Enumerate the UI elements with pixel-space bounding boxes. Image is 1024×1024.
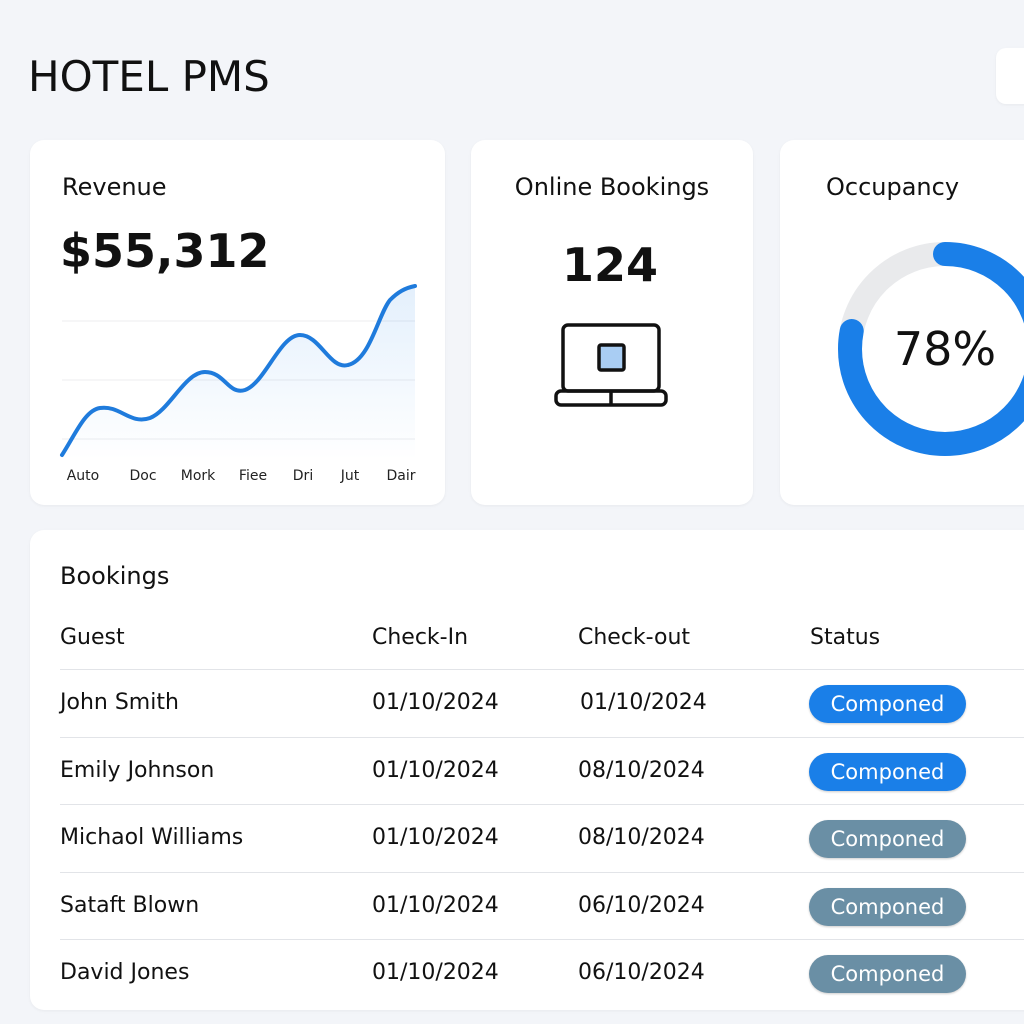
cell-check-in: 01/10/2024 <box>372 892 499 918</box>
x-axis-label: Jut <box>340 468 360 484</box>
cell-guest: David Jones <box>60 960 190 985</box>
row-separator <box>60 871 1024 873</box>
column-header: Guest <box>60 625 125 650</box>
row-separator <box>60 736 1024 738</box>
x-axis-label: Fiee <box>238 468 268 484</box>
cell-check-out: 08/10/2024 <box>578 757 705 783</box>
sparkline-area <box>62 286 415 460</box>
revenue-value: $55,312 <box>60 224 270 278</box>
online-bookings-title: Online Bookings <box>514 173 710 201</box>
cell-guest: Sataft Blown <box>60 892 200 918</box>
x-axis-label: Dri <box>292 468 314 484</box>
occupancy-title: Occupancy <box>826 173 960 201</box>
x-axis-label: Dair <box>386 468 416 484</box>
sparkline <box>60 284 417 457</box>
column-header: Status <box>810 625 881 650</box>
online-bookings-value: 124 <box>561 238 659 292</box>
top-right-button[interactable] <box>996 48 1024 104</box>
row-separator <box>60 939 1024 940</box>
app-title: HOTEL PMS <box>28 52 270 101</box>
revenue-title: Revenue <box>62 173 167 201</box>
occupancy-value: 78% <box>893 322 997 376</box>
cell-check-in: 01/10/2024 <box>372 690 499 715</box>
cell-check-in: 01/10/2024 <box>372 757 499 783</box>
cell-check-out: 01/10/2024 <box>580 690 707 715</box>
cell-check-out: 06/10/2024 <box>578 892 705 918</box>
row-separator <box>60 804 1024 805</box>
cell-guest: Michaol Williams <box>60 825 244 850</box>
cell-check-out: 06/10/2024 <box>578 960 705 985</box>
laptop-icon <box>554 323 668 407</box>
cell-guest: John Smith <box>60 690 179 715</box>
status-badge: Componed <box>809 685 966 723</box>
x-axis-label: Mork <box>180 468 216 484</box>
cell-guest: Emily Johnson <box>60 757 215 783</box>
status-badge: Componed <box>809 752 966 791</box>
row-separator <box>60 669 1024 670</box>
bookings-title: Bookings <box>60 562 170 590</box>
x-axis-label: Auto <box>66 468 100 484</box>
cell-check-in: 01/10/2024 <box>372 960 499 985</box>
column-header: Check-out <box>578 625 691 650</box>
column-header: Check-In <box>372 625 469 650</box>
donut-arc <box>838 242 1024 456</box>
cell-check-out: 08/10/2024 <box>578 825 705 850</box>
x-axis-label: Doc <box>129 468 157 484</box>
status-badge: Componed <box>809 820 966 858</box>
cell-check-in: 01/10/2024 <box>372 825 499 850</box>
status-badge: Componed <box>809 887 966 926</box>
online-bookings-card <box>471 140 753 505</box>
status-badge: Componed <box>809 955 966 993</box>
